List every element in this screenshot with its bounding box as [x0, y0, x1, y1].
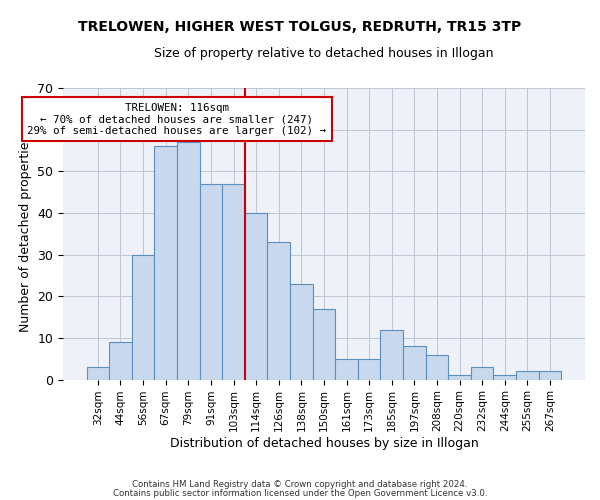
Text: TRELOWEN, HIGHER WEST TOLGUS, REDRUTH, TR15 3TP: TRELOWEN, HIGHER WEST TOLGUS, REDRUTH, T…	[79, 20, 521, 34]
Bar	[222, 184, 245, 380]
Bar	[154, 146, 177, 380]
X-axis label: Distribution of detached houses by size in Illogan: Distribution of detached houses by size …	[170, 437, 478, 450]
Text: Contains public sector information licensed under the Open Government Licence v3: Contains public sector information licen…	[113, 490, 487, 498]
Bar	[335, 359, 358, 380]
Bar	[448, 376, 471, 380]
Text: TRELOWEN: 116sqm
← 70% of detached houses are smaller (247)
29% of semi-detached: TRELOWEN: 116sqm ← 70% of detached house…	[28, 102, 326, 136]
Y-axis label: Number of detached properties: Number of detached properties	[19, 136, 32, 332]
Bar	[86, 367, 109, 380]
Bar	[313, 309, 335, 380]
Bar	[471, 367, 493, 380]
Bar	[539, 372, 561, 380]
Bar	[290, 284, 313, 380]
Bar	[403, 346, 425, 380]
Bar	[425, 354, 448, 380]
Bar	[200, 184, 222, 380]
Title: Size of property relative to detached houses in Illogan: Size of property relative to detached ho…	[154, 48, 494, 60]
Text: Contains HM Land Registry data © Crown copyright and database right 2024.: Contains HM Land Registry data © Crown c…	[132, 480, 468, 489]
Bar	[516, 372, 539, 380]
Bar	[268, 242, 290, 380]
Bar	[245, 213, 268, 380]
Bar	[380, 330, 403, 380]
Bar	[358, 359, 380, 380]
Bar	[177, 142, 200, 380]
Bar	[493, 376, 516, 380]
Bar	[109, 342, 132, 380]
Bar	[132, 254, 154, 380]
